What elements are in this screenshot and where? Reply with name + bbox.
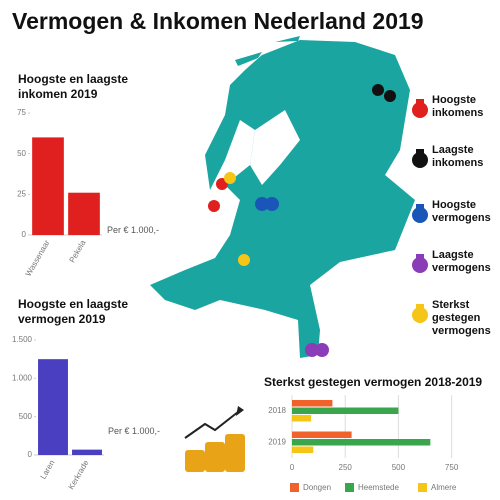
y-tick-label: 1.000: [12, 373, 33, 382]
legend-icon: [412, 152, 428, 168]
legend-icon: [412, 307, 428, 323]
coin-stack: [185, 450, 205, 472]
bar: [292, 415, 312, 422]
bar: [292, 431, 352, 438]
money-bag: [238, 254, 250, 266]
coin-stack: [205, 442, 225, 472]
unit-label: Per € 1.000,-: [107, 225, 160, 235]
money-bag: [208, 200, 220, 212]
money-bag: [224, 172, 236, 184]
legend-label: Dongen: [303, 483, 331, 492]
money-bag: [384, 90, 396, 102]
legend-swatch: [345, 483, 354, 492]
growth-arrow: [184, 411, 239, 439]
y-tick-label: 25: [17, 189, 26, 198]
bar: [32, 137, 64, 235]
bar: [292, 446, 314, 453]
y-tick-label: 500: [19, 412, 33, 421]
legend-swatch: [290, 483, 299, 492]
legend-icon: [412, 257, 428, 273]
chart-title: Sterkst gestegen vermogen 2018-2019: [264, 375, 483, 389]
map-legend-label: Sterkst gestegen vermogens: [432, 299, 491, 337]
map-legend-label: Hoogste inkomens: [432, 94, 484, 119]
legend-label: Heemstede: [358, 483, 399, 492]
chart-title: Hoogste en laagste inkomen 2019: [18, 72, 129, 101]
legend-icon-top: [416, 204, 424, 208]
y-tick-label: 1.500: [12, 335, 33, 344]
map-lake: [250, 110, 300, 185]
map-legend-label: Laagste inkomens: [432, 144, 484, 169]
map: [150, 36, 415, 358]
legend-icon: [412, 207, 428, 223]
legend-icon-top: [416, 149, 424, 153]
map-icons: [208, 84, 396, 357]
map-netherlands: [150, 40, 415, 358]
unit-label: Per € 1.000,-: [108, 426, 161, 436]
money-bag: [265, 197, 279, 211]
main-title: Vermogen & Inkomen Nederland 2019: [12, 8, 424, 34]
x-tick-label: Pekela: [68, 238, 88, 264]
legend-icon-top: [416, 254, 424, 258]
money-bag: [315, 343, 329, 357]
x-tick-label: Kerkrade: [67, 458, 91, 491]
money-bag: [372, 84, 384, 96]
bar: [38, 359, 68, 455]
bar: [292, 400, 333, 407]
map-legend-label: Laagste vermogens: [432, 249, 491, 274]
y-tick-label: 0: [28, 450, 33, 459]
money-bag: [255, 197, 269, 211]
y-tick-label: 50: [17, 149, 26, 158]
y-tick-label: 75: [17, 108, 26, 117]
bar: [292, 407, 399, 414]
legend-icon-top: [416, 304, 424, 308]
legend-icon-top: [416, 99, 424, 103]
bar: [72, 449, 102, 455]
x-tick-label: Wassenaar: [24, 238, 52, 278]
bar: [292, 439, 431, 446]
coin-stack: [225, 434, 245, 472]
x-tick-label: 250: [339, 463, 353, 472]
x-tick-label: Laren: [39, 459, 57, 481]
y-tick-label: 2019: [268, 437, 286, 446]
arrow-head: [236, 406, 244, 416]
map-islands: [235, 36, 300, 66]
coins-graphic: [184, 406, 245, 472]
chart-title: Hoogste en laagste vermogen 2019: [18, 297, 129, 326]
y-tick-label: 0: [22, 230, 27, 239]
legend-label: Almere: [431, 483, 457, 492]
y-tick-label: 2018: [268, 406, 286, 415]
bar: [68, 192, 100, 235]
money-bag: [305, 343, 319, 357]
x-tick-label: 0: [290, 463, 295, 472]
map-legend-label: Hoogste vermogens: [432, 199, 491, 224]
x-tick-label: 500: [392, 463, 406, 472]
legend-icon: [412, 102, 428, 118]
x-tick-label: 750: [445, 463, 459, 472]
legend-swatch: [418, 483, 427, 492]
